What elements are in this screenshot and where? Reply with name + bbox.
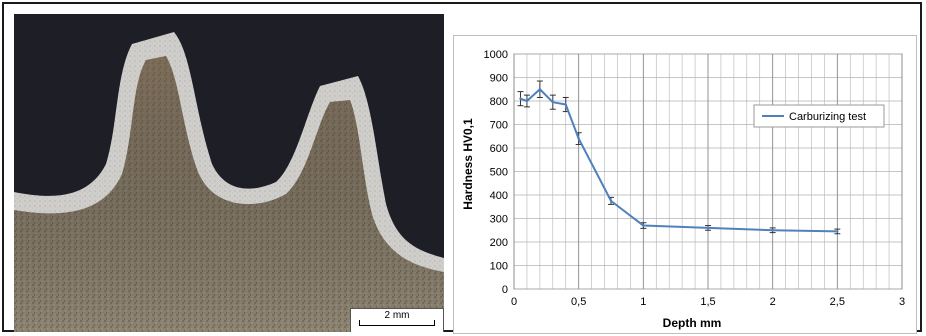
y-tick-label: 600 <box>490 143 508 155</box>
data-point <box>538 88 542 91</box>
data-point <box>609 199 613 203</box>
legend-box <box>753 104 885 128</box>
scale-bar-tick-left <box>359 320 360 326</box>
data-point <box>836 230 839 233</box>
legend-label: Carburizing test <box>789 111 866 123</box>
x-tick-label: 2,5 <box>830 296 845 308</box>
scale-bar-label: 2 mm <box>384 310 410 321</box>
data-point <box>525 99 529 103</box>
hardness-chart-svg: 0 100 200 300 400 500 600 700 800 900 1000 0 0,5 1 1,5… <box>461 49 906 330</box>
y-tick-label: 700 <box>490 120 508 132</box>
y-tick-label: 800 <box>490 96 508 108</box>
data-point <box>706 226 710 230</box>
x-tick-label: 0,5 <box>571 296 586 308</box>
x-axis-title: Depth mm <box>663 316 722 330</box>
y-tick-label: 900 <box>490 73 508 85</box>
x-tick-label: 1 <box>640 296 646 308</box>
y-tick-label: 400 <box>490 190 508 202</box>
x-tick-label: 1,5 <box>700 296 715 308</box>
scale-bar-line <box>359 325 435 326</box>
data-point <box>771 229 774 232</box>
y-tick-label: 1000 <box>484 49 508 61</box>
gear-micrograph-image: 2 mm <box>14 14 444 332</box>
y-tick-label: 0 <box>502 284 508 296</box>
y-tick-label: 500 <box>490 167 508 179</box>
chart-legend: Carburizing test <box>753 104 885 128</box>
scale-bar-tick-right <box>434 320 435 326</box>
data-point <box>564 103 567 106</box>
y-tick-label: 100 <box>490 261 508 273</box>
y-tick-label: 300 <box>490 214 508 226</box>
data-point <box>551 100 554 104</box>
x-tick-label: 3 <box>899 296 905 308</box>
y-tick-label: 200 <box>490 237 508 249</box>
data-point <box>577 137 580 140</box>
chart-axes: 0 100 200 300 400 500 600 700 800 900 1000 0 0,5 1 1,5… <box>484 49 906 308</box>
data-point <box>519 97 522 100</box>
chart-grid <box>513 53 903 290</box>
gear-micrograph-drawing <box>14 14 444 332</box>
scale-bar: 2 mm <box>350 308 444 332</box>
y-axis-title: Hardness HV0,1 <box>461 118 475 210</box>
data-point <box>642 224 645 227</box>
hardness-chart: 0 100 200 300 400 500 600 700 800 900 1000 0 0,5 1 1,5… <box>453 35 917 334</box>
chart-series <box>517 80 841 235</box>
x-tick-label: 0 <box>511 296 517 308</box>
x-tick-label: 2 <box>770 296 776 308</box>
